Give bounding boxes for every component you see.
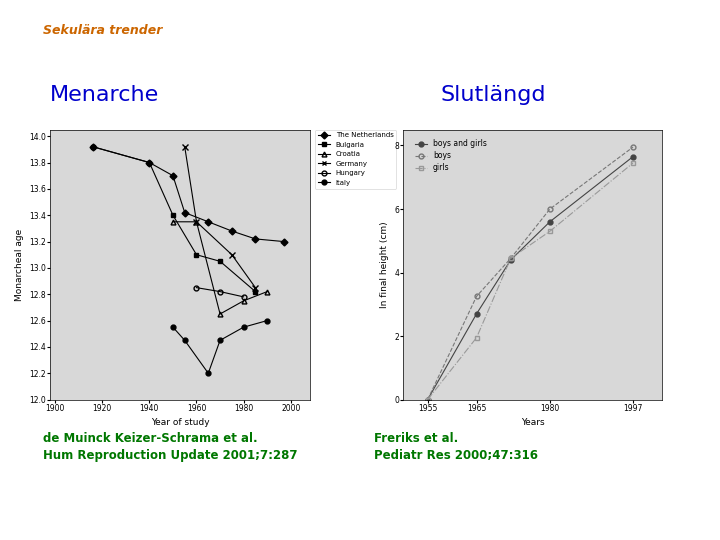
X-axis label: Year of study: Year of study [150,418,210,427]
Text: Freriks et al.
Pediatr Res 2000;47:316: Freriks et al. Pediatr Res 2000;47:316 [374,432,539,462]
Text: Menarche: Menarche [50,85,159,105]
Legend: The Netherlands, Bulgaria, Croatia, Germany, Hungary, Italy: The Netherlands, Bulgaria, Croatia, Germ… [315,130,396,188]
Text: de Muinck Keizer-Schrama et al.
Hum Reproduction Update 2001;7:287: de Muinck Keizer-Schrama et al. Hum Repr… [43,432,297,462]
Y-axis label: Monarcheal age: Monarcheal age [15,228,24,301]
Text: Slutlängd: Slutlängd [441,85,546,105]
X-axis label: Years: Years [521,418,544,427]
Legend: boys and girls, boys, girls: boys and girls, boys, girls [413,136,490,176]
Y-axis label: In final height (cm): In final height (cm) [379,221,389,308]
Text: Sekulära trender: Sekulära trender [43,24,163,37]
